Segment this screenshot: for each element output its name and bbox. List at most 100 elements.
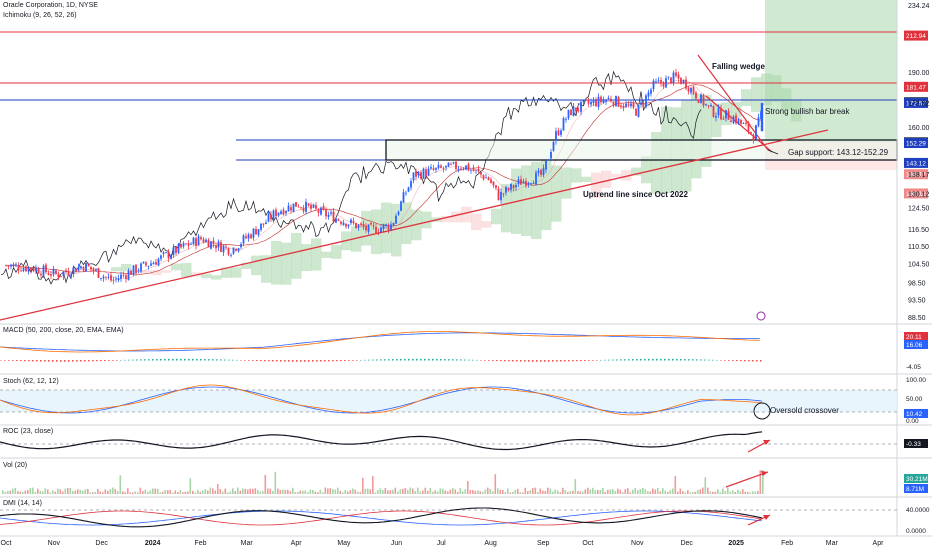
macd-hist-bar (176, 358, 178, 361)
candle-body (180, 243, 182, 248)
volume-bar (709, 491, 712, 494)
macd-hist-bar (648, 358, 650, 361)
candle-body (527, 182, 530, 185)
candle-body (175, 246, 177, 254)
volume-bar (712, 491, 714, 494)
volume-bar (759, 470, 762, 494)
macd-hist-bar (356, 360, 358, 361)
candle-body (460, 168, 462, 170)
cloud-segment (561, 167, 572, 199)
candle-body (725, 110, 727, 119)
volume-bar (332, 489, 334, 494)
volume-bar (199, 491, 202, 494)
candle-body (565, 119, 567, 121)
macd-hist-bar (732, 360, 734, 361)
volume-bar (467, 481, 469, 494)
volume-bar (72, 491, 74, 494)
volume-bar (602, 487, 604, 494)
candle-body (382, 224, 385, 229)
candle-body (447, 162, 450, 167)
price-axis-tick-label: 130.12 (908, 191, 930, 198)
macd-hist-bar (48, 360, 50, 362)
macd-hist-bar (744, 360, 746, 362)
macd-hist-bar (96, 360, 98, 362)
candle-body (655, 81, 657, 83)
volume-bar (202, 490, 204, 494)
volume-bar (307, 492, 309, 494)
volume-bar (582, 491, 584, 494)
candle-body (705, 103, 707, 105)
macd-hist-bar (244, 360, 246, 361)
macd-hist-bar (580, 360, 582, 362)
candle-body (235, 248, 237, 251)
replay-icon[interactable] (756, 311, 766, 321)
volume-bar (87, 489, 89, 494)
uptrend-note: Uptrend line since Oct 2022 (583, 190, 688, 199)
volume-bar (84, 489, 87, 494)
candle-body (130, 270, 132, 275)
volume-bar (524, 487, 527, 494)
macd-hist-bar (668, 358, 670, 361)
candle-body (512, 185, 515, 189)
volume-bar (149, 490, 152, 494)
macd-hist-bar (404, 358, 406, 361)
volume-bar (447, 491, 449, 494)
candle-body (57, 274, 60, 278)
macd-hist-bar (180, 358, 182, 361)
volume-bar (59, 489, 62, 494)
cloud-segment (691, 93, 702, 179)
candle-body (692, 86, 695, 94)
volume-bar (492, 491, 494, 494)
cloud-segment (281, 242, 292, 285)
candle-body (630, 103, 632, 107)
candle-body (365, 226, 367, 231)
volume-bar (669, 490, 672, 494)
volume-bar (297, 492, 299, 494)
macd-hist-bar (24, 360, 26, 362)
cloud-segment (791, 99, 802, 122)
macd-hist-bar (36, 360, 38, 362)
candle-body (610, 98, 612, 102)
dmi-pane (0, 507, 763, 528)
volume-bar (237, 487, 239, 494)
volume-bar (269, 488, 272, 494)
price-tag-bg (904, 169, 928, 180)
volume-bar (619, 489, 622, 494)
candle-body (577, 110, 580, 112)
pane-value-tag (904, 332, 928, 341)
macd-hist-bar (352, 360, 354, 361)
volume-bar (449, 489, 452, 494)
macd-hist-bar (328, 360, 330, 362)
cloud-segment (271, 240, 282, 285)
volume-bar (422, 490, 424, 494)
volume-bar (4, 491, 7, 494)
candle-body (17, 265, 20, 271)
macd-hist-bar (512, 360, 514, 362)
candle-body (495, 185, 497, 188)
candle-body (375, 226, 377, 234)
cloud-segment (491, 208, 502, 225)
stoch-pane (0, 384, 763, 416)
candle-body (717, 107, 720, 116)
volume-bar (727, 487, 729, 494)
candle-body (422, 168, 425, 179)
candle-body (52, 268, 55, 275)
candle-body (100, 278, 102, 279)
candle-body (177, 244, 180, 253)
volume-bar (557, 490, 559, 494)
volume-bar (34, 491, 37, 494)
candle-body (280, 211, 282, 214)
volume-bar (417, 487, 419, 494)
candle-body (557, 130, 560, 136)
volume-bar (127, 488, 129, 494)
macd-hist-bar (436, 358, 438, 361)
candle-body (737, 119, 740, 124)
macd-hist-bar (544, 360, 546, 362)
macd-hist-bar (640, 358, 642, 361)
macd-hist-bar (588, 360, 590, 361)
candle-body (25, 266, 27, 272)
candle-body (335, 218, 337, 223)
volume-bar (382, 489, 384, 494)
macd-hist-bar (288, 360, 290, 362)
